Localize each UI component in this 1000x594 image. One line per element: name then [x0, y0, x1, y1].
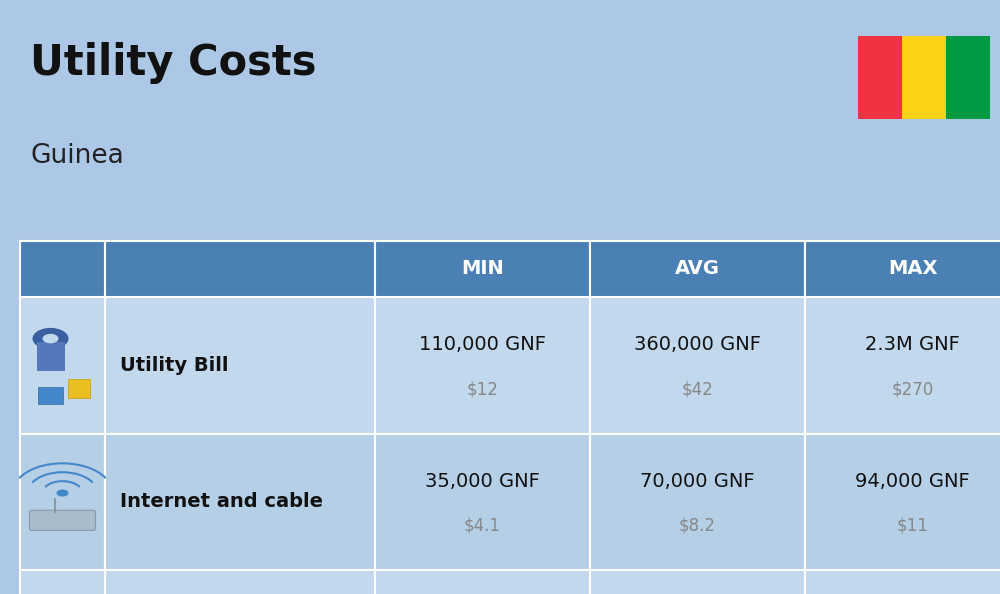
Text: $12: $12 — [467, 380, 498, 398]
Bar — [37, 342, 64, 371]
Bar — [590, 297, 805, 434]
Bar — [858, 36, 902, 119]
Text: 35,000 GNF: 35,000 GNF — [425, 472, 540, 491]
FancyBboxPatch shape — [30, 510, 96, 530]
Text: $8.2: $8.2 — [679, 517, 716, 535]
Bar — [590, 570, 805, 594]
Bar — [38, 387, 62, 404]
Bar — [902, 36, 946, 119]
Bar — [105, 570, 375, 594]
Circle shape — [56, 489, 68, 497]
Bar — [105, 241, 375, 297]
Text: MAX: MAX — [888, 260, 937, 278]
Text: Internet and cable: Internet and cable — [120, 492, 323, 511]
Bar — [946, 36, 990, 119]
Text: $4.1: $4.1 — [464, 517, 501, 535]
Text: 360,000 GNF: 360,000 GNF — [634, 335, 761, 354]
Text: 70,000 GNF: 70,000 GNF — [640, 472, 755, 491]
Bar — [375, 570, 590, 594]
Text: 110,000 GNF: 110,000 GNF — [419, 335, 546, 354]
Text: AVG: AVG — [675, 260, 720, 278]
Bar — [375, 434, 590, 570]
Bar — [375, 241, 590, 297]
Bar — [105, 297, 375, 434]
Text: $42: $42 — [682, 380, 713, 398]
Bar — [805, 241, 1000, 297]
Text: 2.3M GNF: 2.3M GNF — [865, 335, 960, 354]
Text: 94,000 GNF: 94,000 GNF — [855, 472, 970, 491]
Circle shape — [42, 334, 58, 343]
Circle shape — [32, 328, 68, 349]
Text: MIN: MIN — [461, 260, 504, 278]
Bar — [805, 297, 1000, 434]
Bar — [375, 297, 590, 434]
Bar — [590, 434, 805, 570]
Text: Utility Bill: Utility Bill — [120, 356, 228, 375]
Bar — [20, 297, 105, 434]
Bar — [20, 241, 105, 297]
Bar — [805, 434, 1000, 570]
Text: Guinea: Guinea — [30, 143, 124, 169]
Text: Utility Costs: Utility Costs — [30, 42, 316, 84]
Bar — [805, 570, 1000, 594]
Text: $270: $270 — [891, 380, 934, 398]
Bar — [20, 570, 105, 594]
Bar — [105, 434, 375, 570]
Bar — [20, 434, 105, 570]
Bar — [590, 241, 805, 297]
Bar — [68, 379, 90, 398]
Text: $11: $11 — [897, 517, 928, 535]
